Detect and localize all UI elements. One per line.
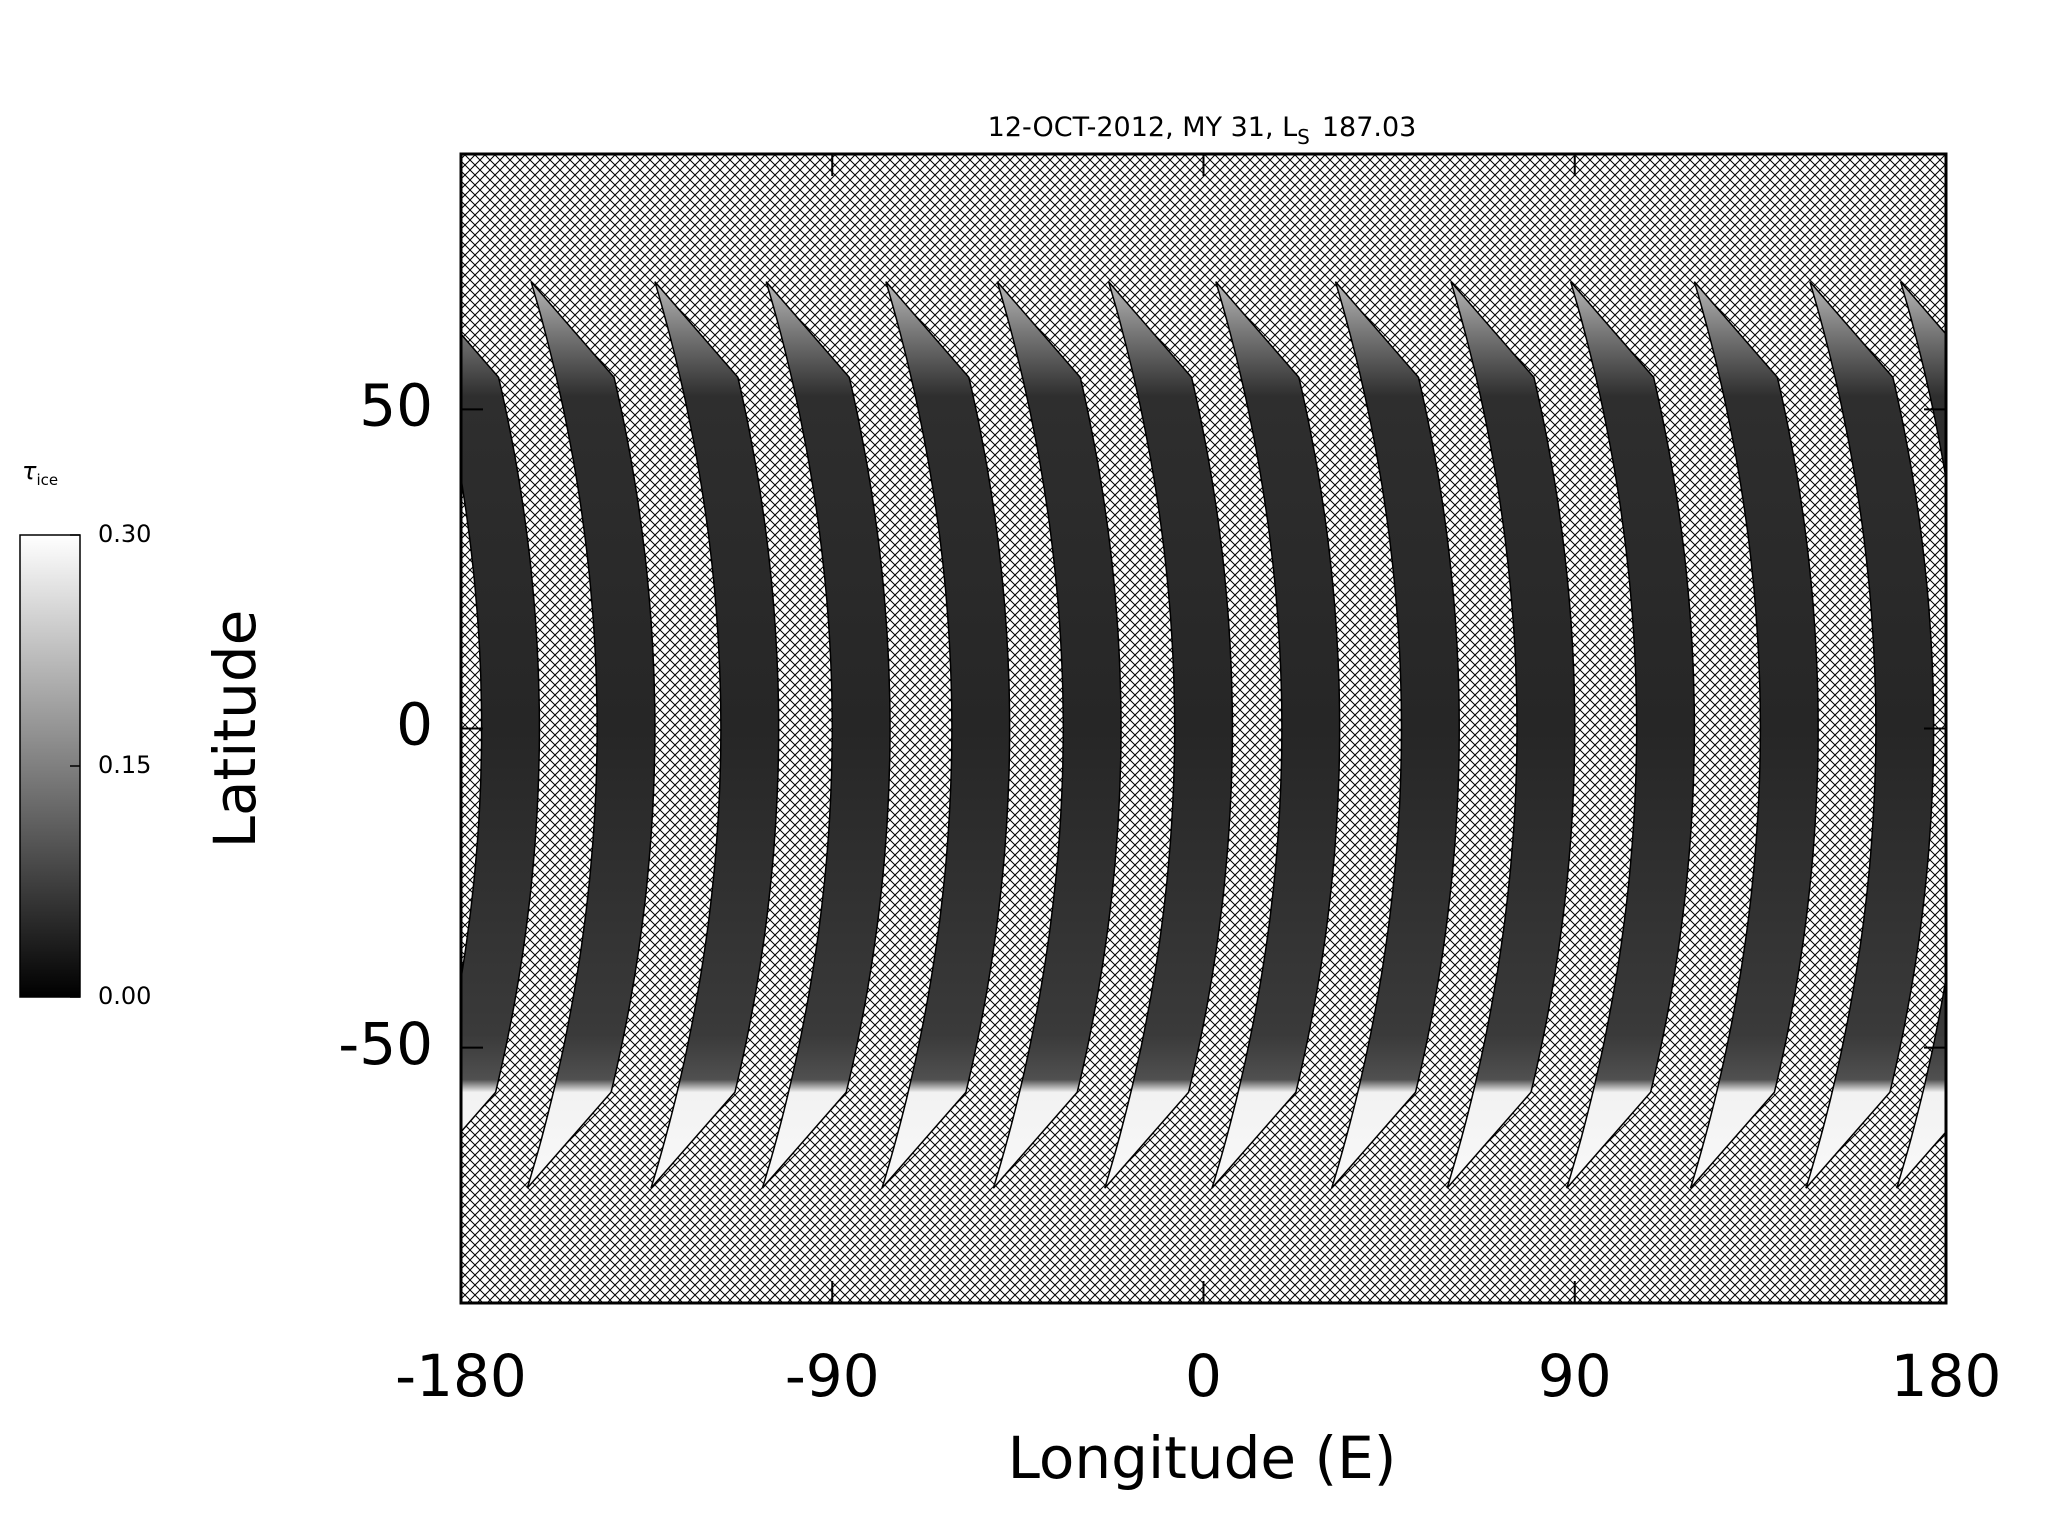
swath: [526, 281, 656, 1189]
title-suffix: 187.03: [1322, 112, 1416, 143]
swath: [992, 281, 1122, 1189]
y-tick-label: 0: [396, 691, 433, 759]
swath: [1104, 281, 1234, 1189]
swath: [1805, 281, 1935, 1189]
colorbar-subscript: ice: [36, 471, 58, 489]
swath: [1211, 281, 1341, 1189]
x-tick-label: 180: [1891, 1342, 2002, 1410]
x-tick-label: -90: [785, 1342, 880, 1410]
swath: [881, 281, 1011, 1189]
swath: [2012, 282, 2048, 1188]
x-tick-label: 0: [1185, 1342, 1222, 1410]
title-subscript: S: [1297, 125, 1310, 149]
swath: [1330, 281, 1460, 1189]
swath: [82, 282, 210, 1188]
swaths: [82, 281, 2048, 1189]
swath: [1689, 281, 1819, 1189]
swath: [1446, 281, 1576, 1189]
x-tick-label: 90: [1538, 1342, 1612, 1410]
swath: [761, 281, 891, 1189]
title-text: 12-OCT-2012, MY 31, L: [988, 112, 1298, 143]
x-tick-label: -180: [395, 1342, 527, 1410]
swath: [461, 332, 541, 1133]
colorbar-tick-label: 0.30: [98, 520, 151, 548]
y-tick-label: 50: [359, 371, 433, 439]
colorbar-tick-label: 0.15: [98, 751, 151, 779]
colorbar-symbol: τ: [22, 457, 37, 485]
colorbar-tick-label: 0.00: [98, 982, 151, 1010]
swath: [1896, 281, 1946, 1189]
colorbar-label: τice: [22, 457, 58, 489]
chart-title: 12-OCT-2012, MY 31, LS 187.03: [988, 112, 1417, 149]
y-axis-label: Latitude: [201, 610, 269, 849]
y-tick-label: -50: [338, 1010, 433, 1078]
swath: [650, 281, 780, 1189]
swath: [1566, 281, 1696, 1189]
x-axis-label: Longitude (E): [1008, 1424, 1397, 1492]
